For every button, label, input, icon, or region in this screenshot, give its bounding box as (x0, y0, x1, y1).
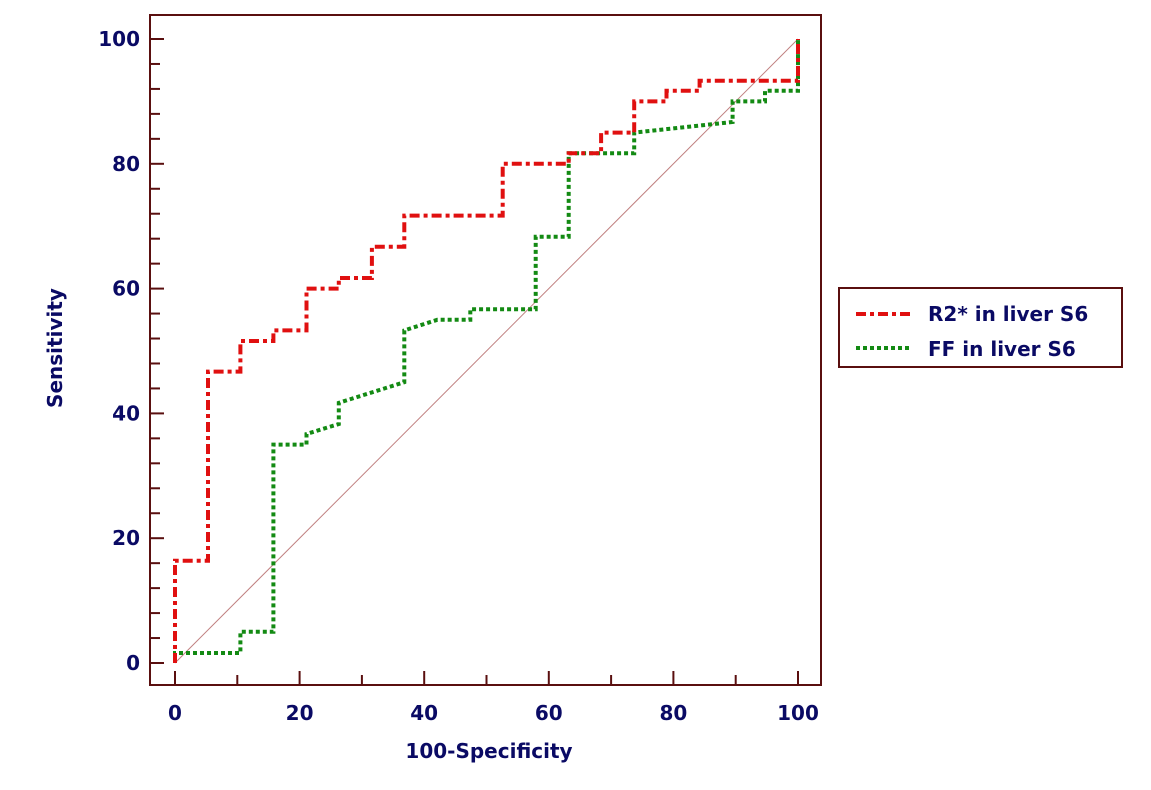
series-group (173, 39, 800, 663)
y-tick-label: 0 (126, 651, 140, 675)
legend-label-r2: R2* in liver S6 (928, 302, 1088, 326)
x-axis-title: 100-Specificity (405, 739, 572, 763)
y-tick-label: 100 (98, 27, 140, 51)
legend: R2* in liver S6 FF in liver S6 (838, 287, 1123, 368)
legend-box (838, 287, 1123, 368)
x-tick-label: 60 (535, 701, 563, 725)
reference-diagonal (174, 38, 799, 664)
x-tick-label: 40 (410, 701, 438, 725)
plot-frame (149, 14, 822, 686)
legend-label-ff: FF in liver S6 (928, 337, 1076, 361)
y-tick-label: 20 (112, 526, 140, 550)
x-axis: 0 20 40 60 80 100 (168, 671, 819, 725)
x-tick-label: 0 (168, 701, 182, 725)
y-tick-label: 60 (112, 277, 140, 301)
y-axis-title: Sensitivity (43, 288, 67, 408)
y-axis: 0 20 40 60 80 100 (98, 27, 164, 675)
reference-line-group (174, 38, 799, 664)
series-line-r2 (173, 39, 800, 663)
x-tick-label: 100 (777, 701, 819, 725)
y-tick-label: 40 (112, 401, 140, 425)
x-tick-label: 20 (286, 701, 314, 725)
y-tick-label: 80 (112, 152, 140, 176)
x-tick-label: 80 (659, 701, 687, 725)
series-line-ff (173, 39, 800, 663)
